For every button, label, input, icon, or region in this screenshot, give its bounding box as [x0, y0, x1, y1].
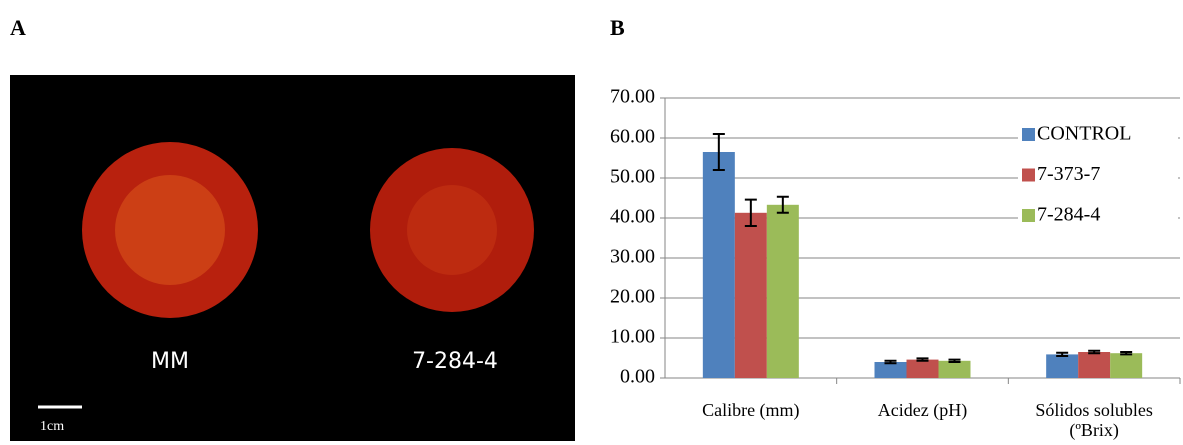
y-tick-label: 70.00	[610, 86, 655, 108]
x-tick-label: Acidez (pH)	[877, 400, 968, 420]
photo: MM 7-284-4 1cm	[10, 75, 575, 441]
bar	[1046, 354, 1079, 378]
legend-background	[1018, 115, 1178, 237]
scale-label: 1cm	[40, 419, 64, 434]
bar	[938, 360, 971, 378]
chart: 0.00 10.00 20.00 30.00 40.00 50.00 60.00 70.00 C…	[610, 86, 1181, 388]
error-bar	[884, 359, 897, 365]
y-tick-label: 50.00	[610, 166, 655, 188]
tomato-core	[115, 175, 225, 285]
legend-label: 7-284-4	[1037, 204, 1100, 226]
bar	[906, 359, 939, 378]
y-tick-label: 10.00	[610, 326, 655, 348]
legend-label: CONTROL	[1037, 123, 1131, 145]
tomato-core	[407, 185, 497, 275]
photo-label: MM	[151, 349, 189, 374]
panel-label: A	[10, 15, 26, 40]
bar	[734, 212, 767, 378]
error-bar	[948, 358, 961, 363]
error-bar	[776, 195, 789, 214]
legend-label: 7-373-7	[1037, 163, 1100, 185]
bar	[766, 204, 799, 378]
x-tick-label: Calibre (mm)	[702, 400, 800, 420]
bar	[1078, 352, 1111, 378]
photo-label: 7-284-4	[412, 349, 498, 374]
legend-swatch	[1022, 168, 1035, 182]
legend-swatch	[1022, 209, 1035, 222]
bar	[874, 362, 907, 378]
error-bar	[1120, 351, 1133, 356]
bar	[702, 152, 735, 378]
y-tick-label: 30.00	[610, 246, 655, 268]
legend-swatch	[1022, 128, 1035, 141]
error-bar	[1056, 351, 1069, 357]
error-bar	[744, 198, 757, 227]
y-tick-label: 60.00	[610, 126, 655, 148]
error-bar	[916, 357, 929, 362]
x-tick-label: Sólidos solubles (ºBrix)	[1035, 400, 1153, 440]
y-tick-label: 0.00	[620, 366, 655, 388]
y-tick-label: 20.00	[610, 286, 655, 308]
panel-label: B	[610, 15, 625, 40]
error-bar	[712, 133, 725, 171]
error-bar	[1088, 349, 1101, 355]
bar	[1110, 353, 1143, 378]
y-tick-label: 40.00	[610, 206, 655, 228]
